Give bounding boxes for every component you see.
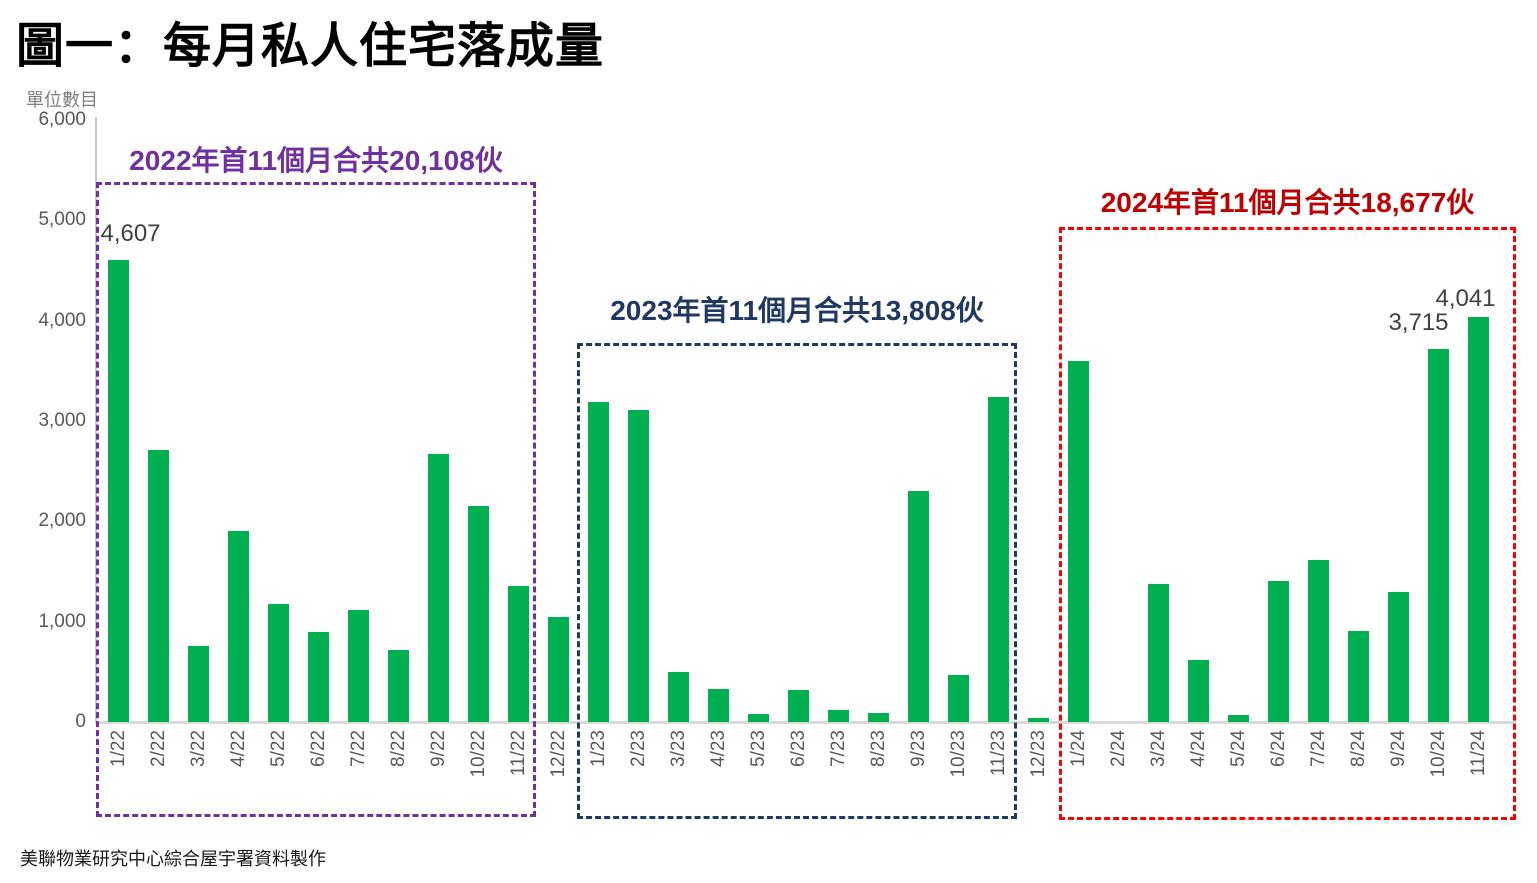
x-tick-label-12/23: 12/23	[1027, 730, 1049, 778]
bar-9/24	[1388, 591, 1409, 722]
y-tick-label: 2,000	[38, 510, 86, 532]
annotation-box-2022	[96, 182, 536, 817]
bar-9/22	[428, 453, 449, 722]
data-label-1-22: 4,607	[100, 219, 161, 247]
bar-5/22	[268, 603, 289, 722]
annotation-box-2023	[577, 343, 1017, 819]
bar-2/23	[628, 409, 649, 722]
source-note: 美聯物業研究中心綜合屋宇署資料製作	[20, 849, 326, 869]
annotation-text-2022: 2022年首11個月合共20,108伙	[129, 145, 503, 176]
bar-7/22	[348, 609, 369, 722]
bar-6/22	[308, 631, 329, 722]
bar-8/22	[388, 650, 409, 722]
bar-7/23	[828, 709, 849, 722]
bar-10/23	[948, 674, 969, 722]
bar-3/23	[668, 671, 689, 722]
bar-6/24	[1268, 580, 1289, 722]
bar-11/24	[1468, 316, 1489, 722]
bar-12/22	[548, 616, 569, 722]
x-tick-label-12/22: 12/22	[547, 730, 569, 778]
y-tick-label: 3,000	[38, 410, 86, 431]
bar-9/23	[908, 491, 929, 722]
bar-12/23	[1028, 717, 1049, 722]
bar-10/24	[1428, 349, 1449, 722]
bar-2/22	[148, 450, 169, 722]
bar-3/24	[1148, 583, 1169, 722]
y-tick-label: 0	[75, 711, 86, 732]
bar-6/23	[788, 689, 809, 722]
annotation-text-2024: 2024年首11個月合共18,677伙	[1100, 187, 1475, 218]
annotation-box-2024	[1059, 227, 1516, 820]
data-label-10-24: 3,715	[1388, 309, 1449, 337]
bar-4/24	[1188, 659, 1209, 722]
bar-1/23	[588, 401, 609, 722]
bar-10/22	[468, 505, 489, 722]
bar-4/22	[228, 531, 249, 722]
bar-8/23	[868, 712, 889, 722]
bar-5/23	[748, 713, 769, 722]
x-axis-baseline	[95, 721, 1516, 724]
y-tick-label: 4,000	[38, 309, 86, 331]
bar-3/22	[188, 645, 209, 722]
bar-1/24	[1068, 360, 1089, 722]
chart-title: 圖一：每月私人住宅落成量	[16, 20, 605, 73]
bar-7/24	[1308, 559, 1329, 722]
data-label-11-24: 4,041	[1435, 284, 1496, 312]
bar-4/23	[708, 688, 729, 722]
y-tick-label: 6,000	[38, 109, 86, 130]
y-tick-label: 5,000	[38, 209, 86, 231]
bar-8/24	[1348, 630, 1369, 722]
y-tick-label: 1,000	[38, 610, 86, 632]
annotation-text-2023: 2023年首11個月合共13,808伙	[610, 295, 984, 326]
bar-1/22	[108, 259, 129, 722]
bar-11/23	[988, 396, 1009, 722]
bar-11/22	[508, 586, 529, 722]
bar-5/24	[1228, 714, 1249, 722]
y-axis-title: 單位數目	[26, 90, 98, 110]
